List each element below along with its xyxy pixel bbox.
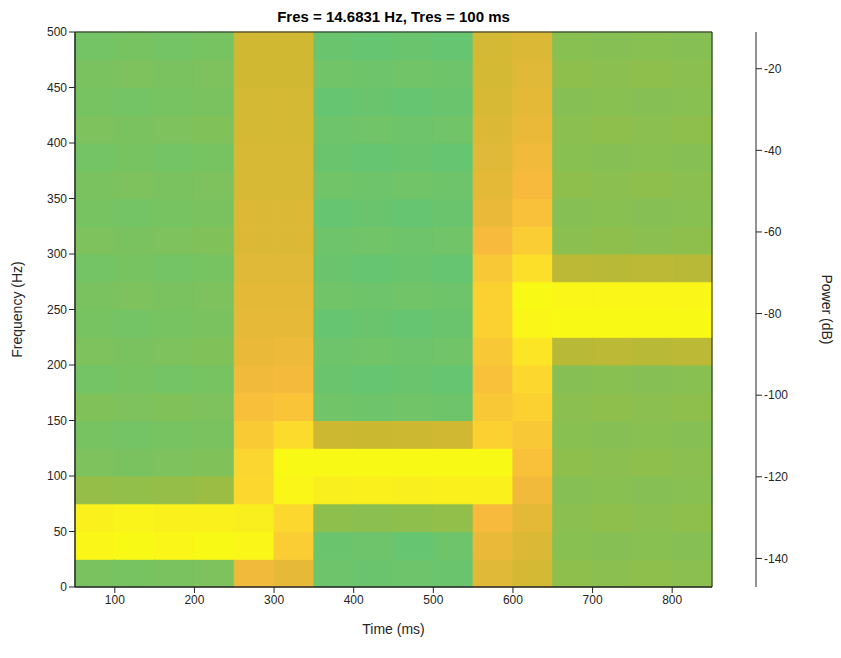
svg-text:300: 300 [47, 247, 67, 261]
svg-text:200: 200 [47, 358, 67, 372]
svg-text:350: 350 [47, 192, 67, 206]
svg-text:150: 150 [47, 414, 67, 428]
svg-text:600: 600 [503, 593, 523, 607]
svg-text:Frequency (Hz): Frequency (Hz) [9, 261, 25, 357]
svg-text:250: 250 [47, 303, 67, 317]
svg-text:450: 450 [47, 81, 67, 95]
svg-text:-140: -140 [764, 552, 788, 566]
svg-text:-20: -20 [764, 62, 782, 76]
svg-text:-80: -80 [764, 307, 782, 321]
svg-text:800: 800 [662, 593, 682, 607]
svg-text:700: 700 [583, 593, 603, 607]
svg-text:Time (ms): Time (ms) [362, 621, 424, 637]
svg-text:-40: -40 [764, 144, 782, 158]
svg-text:400: 400 [47, 136, 67, 150]
svg-text:200: 200 [184, 593, 204, 607]
svg-text:Power (dB): Power (dB) [819, 274, 835, 344]
svg-text:0: 0 [60, 580, 67, 594]
svg-text:-100: -100 [764, 388, 788, 402]
svg-text:300: 300 [264, 593, 284, 607]
svg-text:500: 500 [423, 593, 443, 607]
svg-text:100: 100 [47, 469, 67, 483]
svg-text:100: 100 [105, 593, 125, 607]
svg-text:400: 400 [344, 593, 364, 607]
svg-text:500: 500 [47, 25, 67, 39]
svg-text:-120: -120 [764, 470, 788, 484]
html-text:Fres = 14.6831 Hz, Tres = 100: Fres = 14.6831 Hz, Tres = 100 ms [277, 8, 510, 25]
svg-text:50: 50 [54, 525, 68, 539]
svg-text:-60: -60 [764, 225, 782, 239]
